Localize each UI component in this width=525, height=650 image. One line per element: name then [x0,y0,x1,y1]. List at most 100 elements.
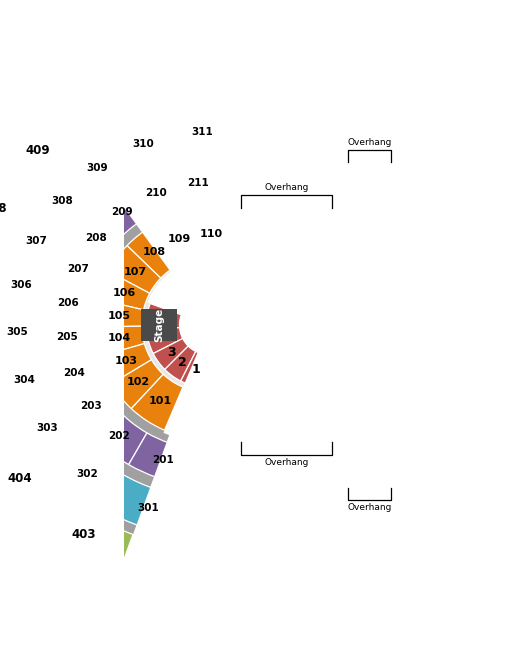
Wedge shape [48,302,69,331]
Text: 308: 308 [51,196,72,206]
Text: 210: 210 [145,187,166,198]
Text: 305: 305 [6,327,28,337]
Text: Overhang: Overhang [347,138,392,147]
Wedge shape [186,162,373,489]
Text: 4: 4 [160,332,169,344]
Wedge shape [165,346,196,381]
Wedge shape [0,375,16,458]
Wedge shape [0,436,60,523]
Wedge shape [0,256,46,310]
Wedge shape [98,271,150,310]
Text: 1: 1 [191,363,200,376]
Wedge shape [0,306,39,358]
Wedge shape [66,382,117,433]
Text: 203: 203 [81,401,102,411]
Text: Stage: Stage [154,308,164,342]
Wedge shape [0,352,51,411]
Text: 201: 201 [152,455,174,465]
Text: 301: 301 [137,502,159,513]
Wedge shape [183,112,425,541]
Text: 307: 307 [25,235,47,246]
Wedge shape [153,339,188,369]
Wedge shape [95,326,144,356]
Wedge shape [48,281,89,320]
Text: 103: 103 [114,356,138,366]
Text: 102: 102 [127,377,150,387]
Text: 310: 310 [132,139,154,149]
Text: 311: 311 [192,127,213,138]
Wedge shape [131,374,183,430]
Text: 110: 110 [200,229,223,239]
Text: 209: 209 [111,207,133,216]
Wedge shape [8,209,65,269]
Text: 107: 107 [124,266,148,277]
Wedge shape [129,168,179,217]
Text: Overhang: Overhang [264,183,309,192]
Wedge shape [146,304,181,330]
Wedge shape [54,244,101,291]
Wedge shape [70,211,121,263]
Wedge shape [95,299,143,327]
Wedge shape [15,395,79,465]
Text: 211: 211 [187,177,209,188]
Text: 105: 105 [108,311,130,320]
Wedge shape [155,213,197,265]
Text: 302: 302 [76,469,98,478]
Text: 104: 104 [108,333,131,343]
Text: 403: 403 [71,528,96,541]
Wedge shape [190,211,233,259]
Text: 207: 207 [67,264,89,274]
Wedge shape [163,211,327,442]
Wedge shape [103,474,188,536]
Wedge shape [180,295,239,355]
Text: 409: 409 [26,144,50,157]
Wedge shape [50,53,481,597]
Wedge shape [0,165,31,249]
Text: 3: 3 [167,346,176,359]
Wedge shape [37,152,254,498]
Text: 204: 204 [64,368,86,378]
Text: 109: 109 [168,234,191,244]
Wedge shape [64,137,128,199]
Wedge shape [109,117,173,173]
Wedge shape [0,57,279,593]
Wedge shape [95,185,147,237]
Text: 309: 309 [87,163,108,173]
Text: 202: 202 [109,431,130,441]
Wedge shape [111,359,163,409]
FancyBboxPatch shape [141,309,177,341]
Wedge shape [146,328,183,354]
Wedge shape [127,224,177,278]
Wedge shape [165,112,239,156]
Text: 408: 408 [0,202,7,215]
Wedge shape [31,170,91,231]
Wedge shape [89,408,147,465]
Wedge shape [99,344,151,384]
Text: 304: 304 [14,374,36,385]
Text: 208: 208 [85,233,107,243]
Text: 306: 306 [10,280,32,290]
Text: 404: 404 [7,473,32,486]
Wedge shape [148,259,275,391]
Wedge shape [51,351,98,398]
Text: 108: 108 [143,248,166,257]
Wedge shape [108,246,161,293]
Text: 206: 206 [57,298,79,307]
Wedge shape [129,433,192,485]
Text: 303: 303 [36,424,58,434]
Text: 101: 101 [148,396,171,406]
Wedge shape [0,102,267,548]
Text: Overhang: Overhang [347,503,392,512]
Text: 5: 5 [159,313,167,326]
Text: Overhang: Overhang [264,458,309,467]
Wedge shape [0,110,78,191]
Text: 106: 106 [112,288,136,298]
Text: 205: 205 [56,332,78,343]
Wedge shape [170,164,223,204]
Text: 2: 2 [177,356,186,369]
Wedge shape [85,200,242,450]
Wedge shape [49,438,123,509]
Wedge shape [48,319,87,359]
Wedge shape [32,491,133,575]
Wedge shape [0,281,23,318]
